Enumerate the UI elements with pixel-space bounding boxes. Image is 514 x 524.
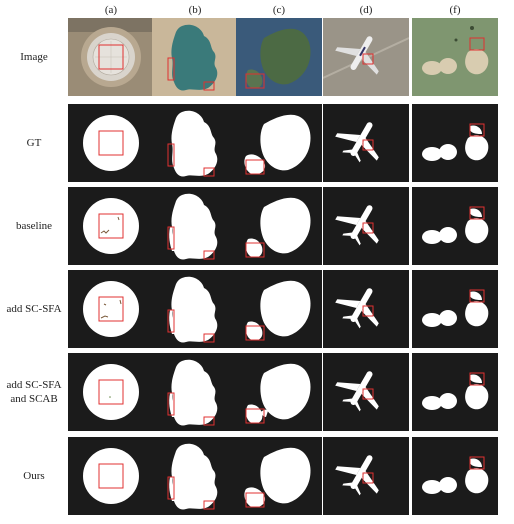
mask-ours (323, 437, 409, 515)
mask-scab (323, 353, 409, 431)
mask-baseline (152, 187, 238, 265)
mask-baseline (323, 187, 409, 265)
input-image (68, 18, 154, 96)
mask-ours (152, 437, 238, 515)
column-header: (d) (359, 4, 373, 16)
column-header: (f) (449, 4, 461, 16)
input-image (236, 18, 322, 96)
mask-gt (236, 104, 322, 182)
column-header: (a) (104, 4, 118, 16)
row-label: GT (26, 137, 42, 149)
row-label: Image (20, 51, 48, 63)
mask-baseline (412, 187, 498, 265)
mask-baseline (68, 187, 154, 265)
input-image (152, 18, 238, 96)
row-label: add SC-SFA and SCAB (6, 379, 62, 405)
input-image (412, 18, 498, 96)
mask-ours (412, 437, 498, 515)
mask-gt (323, 104, 409, 182)
mask-scsfa (236, 270, 322, 348)
column-header: (b) (188, 4, 202, 16)
mask-gt (68, 104, 154, 182)
mask-scab (412, 353, 498, 431)
column-header: (c) (272, 4, 286, 16)
mask-baseline (236, 187, 322, 265)
mask-ours (236, 437, 322, 515)
mask-scab (236, 353, 322, 431)
mask-scsfa (323, 270, 409, 348)
row-label: Ours (23, 470, 45, 482)
row-label: add SC-SFA (6, 303, 62, 315)
mask-scab (68, 353, 154, 431)
mask-gt (152, 104, 238, 182)
mask-scsfa (412, 270, 498, 348)
mask-ours (68, 437, 154, 515)
mask-gt (412, 104, 498, 182)
input-image (323, 18, 409, 96)
mask-scab (152, 353, 238, 431)
row-label: baseline (15, 220, 53, 232)
mask-scsfa (152, 270, 238, 348)
mask-scsfa (68, 270, 154, 348)
